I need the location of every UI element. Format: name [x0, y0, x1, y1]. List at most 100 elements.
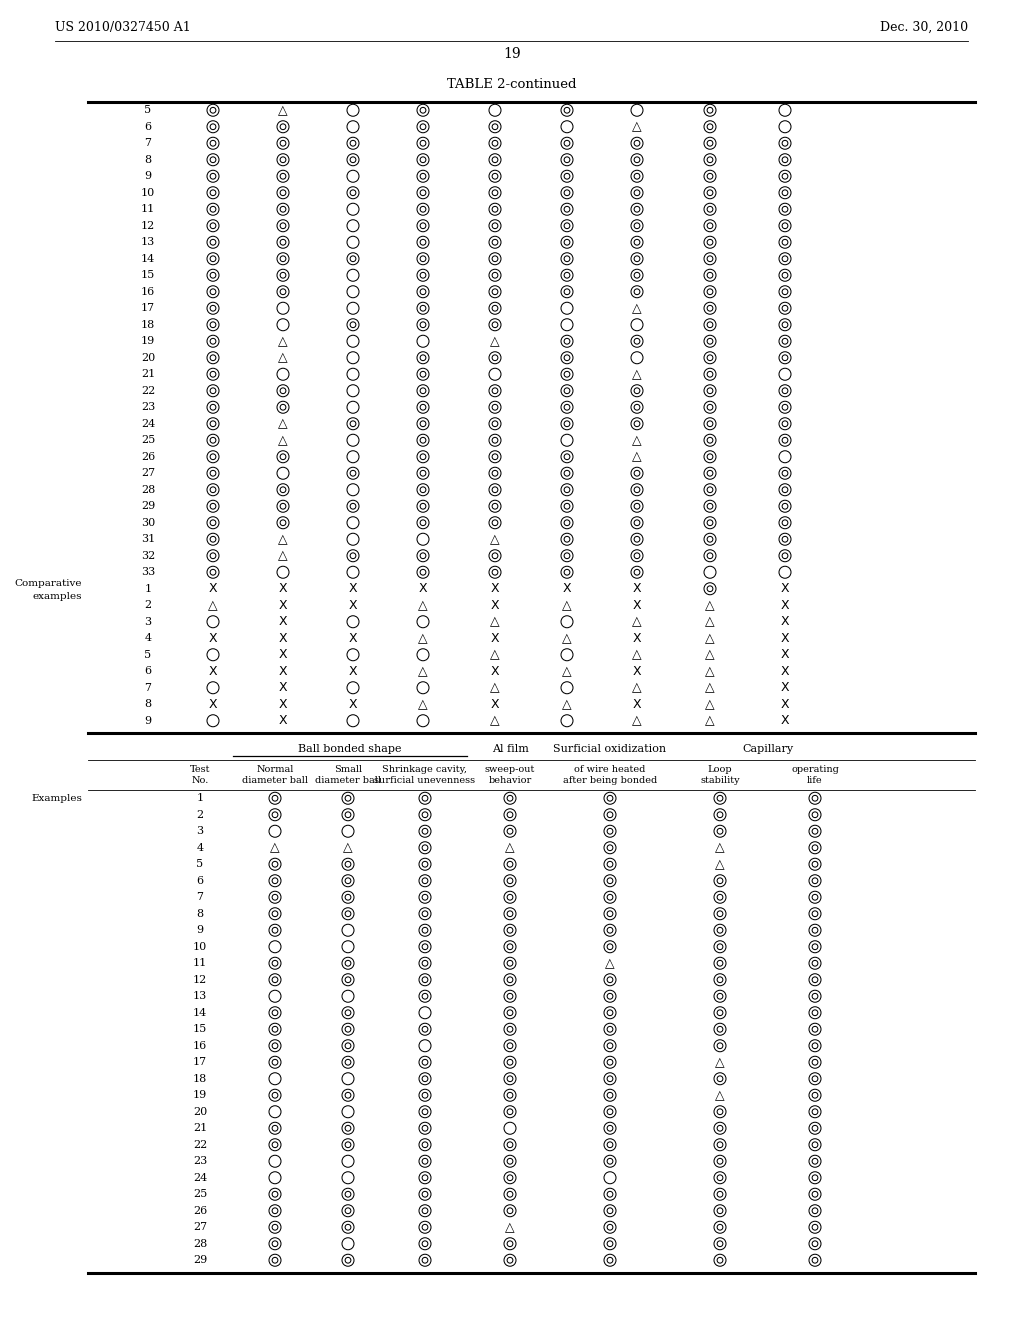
Text: X: X	[780, 582, 790, 595]
Text: 4: 4	[144, 634, 152, 643]
Text: X: X	[562, 582, 571, 595]
Text: 15: 15	[193, 1024, 207, 1035]
Text: 9: 9	[197, 925, 204, 936]
Text: △: △	[562, 599, 571, 611]
Text: 10: 10	[141, 187, 155, 198]
Text: △: △	[490, 615, 500, 628]
Text: X: X	[279, 599, 288, 611]
Text: 27: 27	[141, 469, 155, 478]
Text: △: △	[706, 698, 715, 710]
Text: 12: 12	[141, 220, 155, 231]
Text: △: △	[706, 648, 715, 661]
Text: △: △	[632, 648, 642, 661]
Text: X: X	[349, 582, 357, 595]
Text: US 2010/0327450 A1: US 2010/0327450 A1	[55, 21, 190, 33]
Text: Test
No.: Test No.	[189, 766, 210, 785]
Text: △: △	[706, 714, 715, 727]
Text: X: X	[349, 698, 357, 710]
Text: X: X	[780, 698, 790, 710]
Text: 12: 12	[193, 974, 207, 985]
Text: △: △	[706, 599, 715, 611]
Text: X: X	[780, 681, 790, 694]
Text: 17: 17	[193, 1057, 207, 1068]
Text: △: △	[279, 417, 288, 430]
Text: 25: 25	[141, 436, 155, 445]
Text: TABLE 2-continued: TABLE 2-continued	[447, 78, 577, 91]
Text: Normal
diameter ball: Normal diameter ball	[242, 766, 308, 785]
Text: 2: 2	[144, 601, 152, 610]
Text: X: X	[349, 632, 357, 644]
Text: operating
life: operating life	[792, 766, 839, 785]
Text: △: △	[279, 335, 288, 347]
Text: Shrinkage cavity,
surficial unevenness: Shrinkage cavity, surficial unevenness	[375, 766, 475, 785]
Text: X: X	[279, 632, 288, 644]
Text: △: △	[490, 714, 500, 727]
Text: 23: 23	[193, 1156, 207, 1167]
Text: 18: 18	[141, 319, 155, 330]
Text: △: △	[279, 351, 288, 364]
Text: 30: 30	[141, 517, 155, 528]
Text: X: X	[490, 665, 500, 677]
Text: △: △	[505, 1221, 515, 1234]
Text: X: X	[209, 698, 217, 710]
Text: △: △	[490, 335, 500, 347]
Text: △: △	[632, 120, 642, 133]
Text: 13: 13	[193, 991, 207, 1002]
Text: 4: 4	[197, 842, 204, 853]
Text: 27: 27	[193, 1222, 207, 1233]
Text: △: △	[279, 104, 288, 116]
Text: X: X	[209, 582, 217, 595]
Text: X: X	[633, 599, 641, 611]
Text: X: X	[419, 582, 427, 595]
Text: 20: 20	[141, 352, 155, 363]
Text: X: X	[279, 582, 288, 595]
Text: △: △	[490, 681, 500, 694]
Text: 26: 26	[141, 451, 155, 462]
Text: △: △	[270, 841, 280, 854]
Text: X: X	[490, 698, 500, 710]
Text: △: △	[279, 549, 288, 562]
Text: △: △	[490, 648, 500, 661]
Text: 32: 32	[141, 550, 155, 561]
Text: 28: 28	[193, 1238, 207, 1249]
Text: 6: 6	[197, 875, 204, 886]
Text: △: △	[279, 533, 288, 545]
Text: Surficial oxidization: Surficial oxidization	[553, 744, 667, 754]
Text: Capillary: Capillary	[742, 744, 793, 754]
Text: X: X	[780, 665, 790, 677]
Text: 8: 8	[144, 154, 152, 165]
Text: 33: 33	[141, 568, 155, 577]
Text: 3: 3	[144, 616, 152, 627]
Text: 9: 9	[144, 172, 152, 181]
Text: of wire heated
after being bonded: of wire heated after being bonded	[563, 766, 657, 785]
Text: △: △	[715, 1089, 725, 1102]
Text: △: △	[562, 632, 571, 644]
Text: Al film: Al film	[492, 744, 528, 754]
Text: X: X	[279, 665, 288, 677]
Text: 26: 26	[193, 1205, 207, 1216]
Text: 5: 5	[144, 106, 152, 115]
Text: △: △	[418, 698, 428, 710]
Text: △: △	[632, 450, 642, 463]
Text: △: △	[562, 698, 571, 710]
Text: △: △	[715, 858, 725, 871]
Text: △: △	[562, 665, 571, 677]
Text: X: X	[633, 665, 641, 677]
Text: 16: 16	[193, 1040, 207, 1051]
Text: △: △	[490, 533, 500, 545]
Text: △: △	[505, 841, 515, 854]
Text: 17: 17	[141, 304, 155, 313]
Text: X: X	[633, 698, 641, 710]
Text: X: X	[490, 582, 500, 595]
Text: 3: 3	[197, 826, 204, 837]
Text: X: X	[490, 632, 500, 644]
Text: △: △	[706, 681, 715, 694]
Text: X: X	[780, 632, 790, 644]
Text: 7: 7	[144, 139, 152, 148]
Text: 23: 23	[141, 403, 155, 412]
Text: X: X	[279, 648, 288, 661]
Text: 1: 1	[144, 583, 152, 594]
Text: 25: 25	[193, 1189, 207, 1200]
Text: Comparative: Comparative	[14, 579, 82, 589]
Text: 14: 14	[141, 253, 155, 264]
